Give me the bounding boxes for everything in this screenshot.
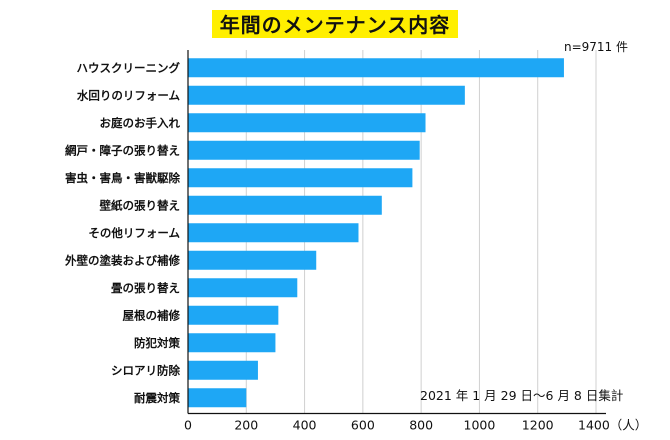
bar-11 [188, 333, 276, 353]
bar-7 [188, 223, 359, 243]
bar-12 [188, 360, 258, 380]
chart-title: 年間のメンテナンス内容 [211, 10, 459, 38]
x-tick-label: 400 [293, 418, 317, 433]
x-tick-label: 1400（人） [578, 418, 647, 433]
category-label: シロアリ防除 [111, 363, 180, 377]
bar-8 [188, 250, 317, 270]
survey-period: 2021 年 1 月 29 日～6 月 8 日集計 [420, 388, 624, 403]
x-tick-label: 800 [409, 418, 433, 433]
sample-size: n=9711 件 [563, 40, 628, 54]
x-tick-label: 1000 [464, 418, 496, 433]
bar-10 [188, 305, 279, 325]
bar-9 [188, 278, 298, 298]
category-label: 耐震対策 [134, 391, 180, 405]
bar-5 [188, 168, 413, 188]
category-label: 壁紙の張り替え [100, 198, 181, 212]
category-label: 畳の張り替え [111, 281, 180, 295]
bar-1 [188, 58, 564, 78]
x-tick-label: 600 [351, 418, 375, 433]
x-tick-label: 200 [234, 418, 258, 433]
bar-3 [188, 113, 426, 133]
category-label: 害虫・害鳥・害獣駆除 [65, 171, 180, 185]
x-tick-label: 0 [184, 418, 192, 433]
category-label: 水回りのリフォーム [77, 88, 181, 102]
bar-4 [188, 140, 420, 160]
category-label: お庭のお手入れ [100, 116, 181, 130]
category-label: その他リフォーム [88, 226, 180, 240]
bar-6 [188, 195, 382, 215]
category-label: 外壁の塗装および補修 [64, 253, 180, 267]
category-label: ハウスクリーニング [77, 61, 181, 75]
category-label: 屋根の補修 [123, 308, 181, 322]
x-tick-label: 1200 [522, 418, 554, 433]
bar-2 [188, 85, 465, 105]
category-label: 防犯対策 [134, 336, 180, 350]
category-label: 網戸・障子の張り替え [65, 143, 180, 157]
bar-13 [188, 388, 247, 408]
